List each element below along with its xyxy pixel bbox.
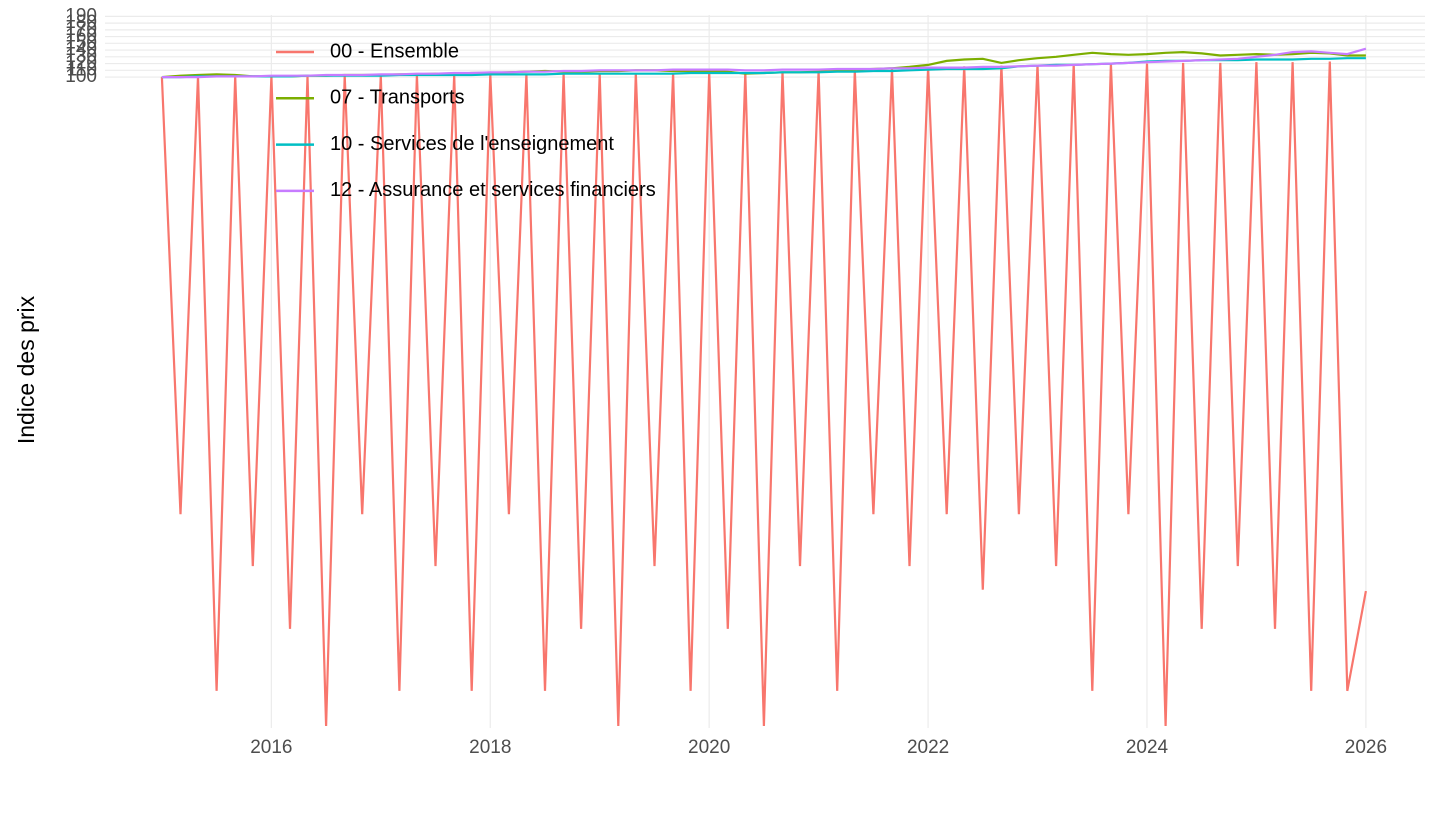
x-tick-label: 2016 xyxy=(250,737,292,758)
y-axis-title: Indice des prix xyxy=(13,295,39,444)
x-tick-label: 2024 xyxy=(1126,737,1169,758)
x-tick-label: 2018 xyxy=(469,737,511,758)
x-tick-label: 2022 xyxy=(907,737,949,758)
y-tick-label: 180 xyxy=(65,12,97,33)
series-line xyxy=(160,61,1367,727)
y-tick-label: 140 xyxy=(65,39,97,60)
y-tick-label: 170 xyxy=(65,19,97,40)
y-tick-label: 190 xyxy=(65,5,97,26)
y-tick-label: 160 xyxy=(65,26,97,47)
legend-label: 12 - Assurance et services financiers xyxy=(330,179,656,201)
x-tick-label: 2020 xyxy=(688,737,730,758)
legend-label: 00 - Ensemble xyxy=(330,40,459,62)
y-tick-label: 100 xyxy=(65,66,97,87)
y-tick-label: 150 xyxy=(65,32,97,53)
x-tick-label: 2026 xyxy=(1345,737,1387,758)
y-tick-label: 110 xyxy=(67,59,97,80)
y-tick-label: 120 xyxy=(65,53,97,74)
series-line xyxy=(161,47,1367,79)
legend-label: 10 - Services de l'enseignement xyxy=(330,133,614,155)
y-tick-label: 130 xyxy=(65,46,97,67)
legend-label: 07 - Transports xyxy=(330,87,465,109)
